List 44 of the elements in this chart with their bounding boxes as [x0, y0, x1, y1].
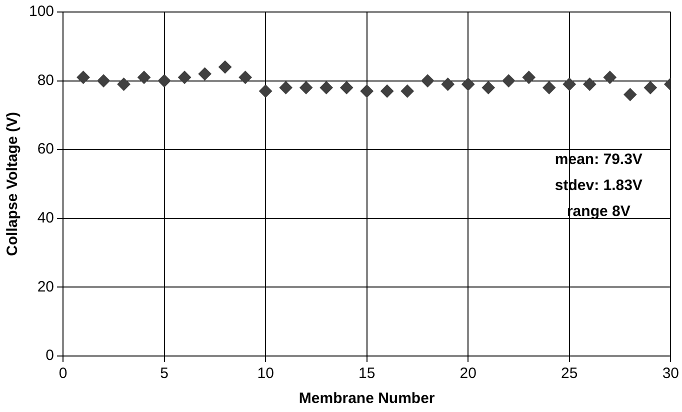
x-tick-label: 10	[257, 365, 274, 382]
point	[502, 74, 516, 88]
x-tick-label: 20	[460, 365, 476, 382]
y-tick-label: 60	[37, 140, 54, 158]
y-axis-title: Collapse Voltage (V)	[4, 112, 22, 256]
point	[320, 81, 333, 94]
y-tick-label: 0	[46, 347, 54, 364]
point	[76, 70, 90, 84]
point	[644, 81, 657, 94]
point	[522, 70, 536, 84]
point	[562, 78, 576, 91]
point	[117, 78, 130, 91]
point	[400, 84, 414, 98]
x-tick-label: 25	[561, 365, 578, 382]
point	[441, 78, 454, 91]
point	[138, 70, 151, 84]
point	[340, 81, 354, 94]
point	[300, 81, 313, 94]
point	[421, 74, 434, 88]
x-tick-label: 30	[662, 365, 679, 382]
point	[542, 81, 556, 94]
point	[178, 70, 192, 84]
y-tick-label: 40	[37, 210, 54, 227]
x-tick-label: 5	[160, 365, 168, 382]
point	[583, 78, 596, 91]
point	[603, 70, 616, 84]
x-tick-label: 0	[58, 365, 68, 382]
point	[238, 70, 252, 84]
point	[198, 67, 212, 80]
point	[259, 84, 272, 98]
point	[158, 74, 171, 88]
point	[218, 60, 232, 74]
x-tick-label: 15	[358, 365, 376, 382]
point	[360, 84, 374, 98]
point	[624, 88, 637, 102]
point	[97, 74, 110, 88]
point	[462, 78, 475, 91]
point	[482, 81, 495, 94]
y-tick-label: 20	[37, 278, 54, 296]
x-axis-title: Membrane Number	[298, 390, 435, 408]
point	[279, 81, 292, 94]
y-tick-label: 100	[28, 3, 54, 20]
y-tick-label: 80	[37, 72, 54, 89]
point	[380, 84, 394, 98]
